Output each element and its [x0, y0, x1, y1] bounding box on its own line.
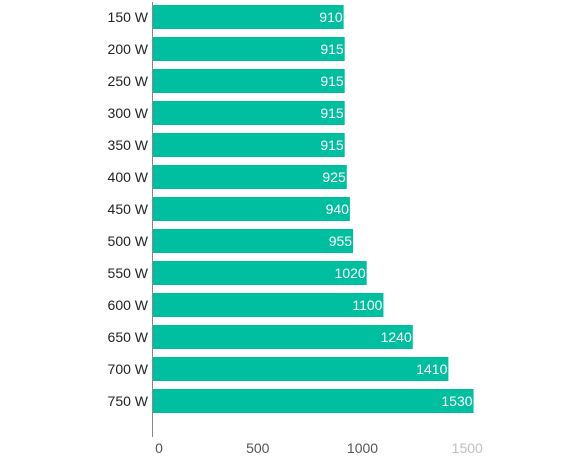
category-label: 200 W [108, 41, 149, 57]
category-label: 300 W [108, 105, 149, 121]
category-label: 700 W [108, 361, 149, 377]
category-label: 250 W [108, 73, 149, 89]
category-label: 650 W [108, 329, 149, 345]
bar-value-label: 1240 [381, 329, 412, 345]
category-label: 450 W [108, 201, 149, 217]
bar [153, 261, 367, 285]
bar [153, 389, 474, 413]
bar-value-label: 1530 [441, 393, 472, 409]
bar [153, 325, 413, 349]
bar [153, 197, 350, 221]
x-tick-label: 500 [246, 440, 270, 456]
x-tick-label: 1000 [347, 440, 378, 456]
x-tick-labels-layer: 0 500 1000 1500 [155, 440, 483, 456]
category-labels-layer: 150 W 200 W 250 W 300 W 350 W 400 W 450 W 500 W… [108, 9, 149, 409]
bar-value-label: 915 [320, 137, 344, 153]
bar [153, 357, 449, 381]
bar [153, 165, 347, 189]
bar [153, 5, 344, 29]
x-tick-label: 1500 [452, 440, 483, 456]
bar-value-label: 925 [322, 169, 346, 185]
bar [153, 37, 345, 61]
bar [153, 133, 345, 157]
bar [153, 293, 384, 317]
bar-value-label: 1410 [416, 361, 447, 377]
bar-value-label: 955 [329, 233, 353, 249]
bar [153, 229, 354, 253]
bar-value-label: 1020 [335, 265, 366, 281]
category-label: 600 W [108, 297, 149, 313]
category-label: 400 W [108, 169, 149, 185]
bar-value-label: 1100 [352, 297, 382, 313]
bar-value-label: 915 [320, 105, 344, 121]
bar-labels-layer: 910 915 915 915 915 925 940 955 1020 1100 12401410… [319, 9, 472, 409]
bar-value-label: 940 [326, 201, 350, 217]
category-label: 350 W [108, 137, 149, 153]
x-tick-label: 0 [155, 440, 163, 456]
bar [153, 69, 345, 93]
bar-value-label: 915 [320, 73, 344, 89]
category-label: 550 W [108, 265, 149, 281]
bar-value-label: 915 [320, 41, 344, 57]
category-label: 150 W [108, 9, 149, 25]
category-label: 500 W [108, 233, 149, 249]
bar-value-label: 910 [319, 9, 343, 25]
bar [153, 101, 345, 125]
category-label: 750 W [108, 393, 149, 409]
bars-layer [153, 5, 474, 413]
